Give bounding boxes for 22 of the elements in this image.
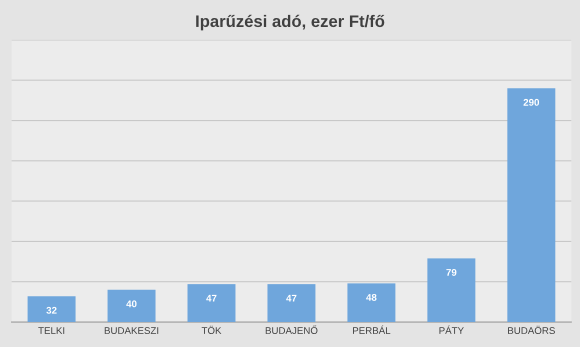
data-label: 32: [46, 306, 57, 314]
bar: [188, 284, 236, 322]
data-label: 40: [126, 300, 137, 308]
data-label: 48: [366, 294, 377, 301]
chart-title: Iparűzési adó, ezer Ft/fő: [196, 14, 384, 30]
x-tick-label: PÁTY: [439, 325, 464, 334]
x-tick-label: BUDAKESZI: [104, 327, 158, 334]
x-tick-label: TÖK: [202, 326, 222, 334]
x-tick-label: PERBÁL: [353, 325, 390, 334]
data-label: 290: [524, 98, 540, 106]
x-tick-label: BUDAJENŐ: [266, 325, 318, 334]
bar: [347, 283, 396, 322]
bar: [507, 88, 556, 322]
data-label: 79: [446, 268, 456, 276]
x-tick-label: BUDAÖRS: [508, 326, 555, 334]
x-tick-label: TELKI: [38, 327, 64, 334]
bar: [267, 284, 316, 322]
bar: [28, 296, 76, 322]
data-label: 47: [286, 294, 296, 302]
bar: [427, 258, 476, 322]
bar: [108, 290, 156, 322]
data-label: 47: [206, 294, 216, 302]
